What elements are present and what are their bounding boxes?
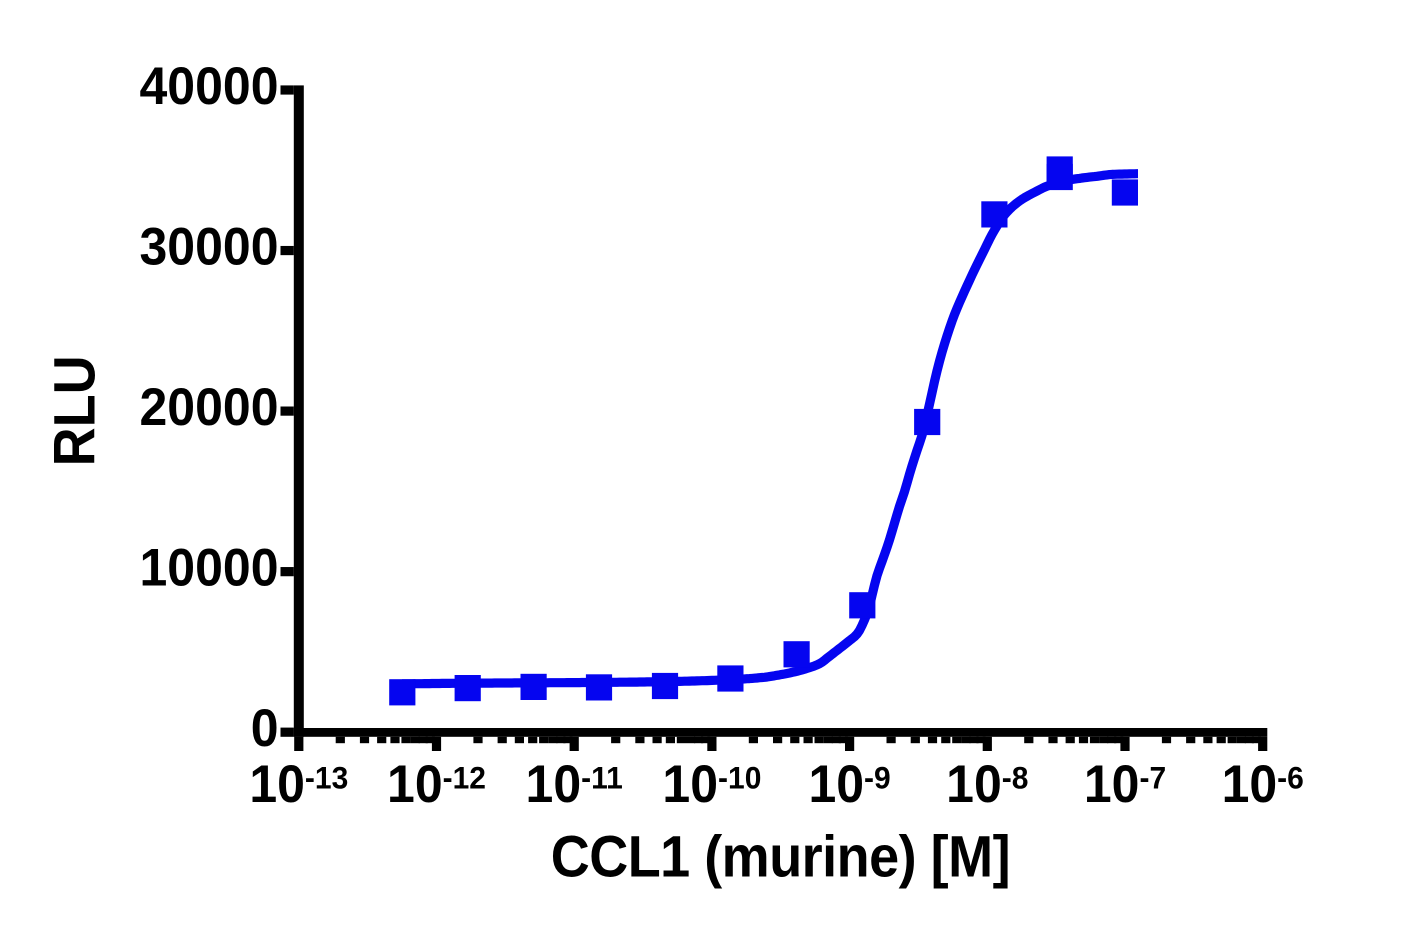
- svg-text:40000: 40000: [140, 57, 279, 115]
- svg-text:CCL1 (murine) [M]: CCL1 (murine) [M]: [551, 823, 1010, 888]
- svg-text:0: 0: [251, 699, 279, 757]
- svg-text:10000: 10000: [140, 538, 279, 596]
- svg-text:RLU: RLU: [42, 355, 107, 466]
- svg-text:30000: 30000: [140, 217, 279, 275]
- svg-text:20000: 20000: [140, 378, 279, 436]
